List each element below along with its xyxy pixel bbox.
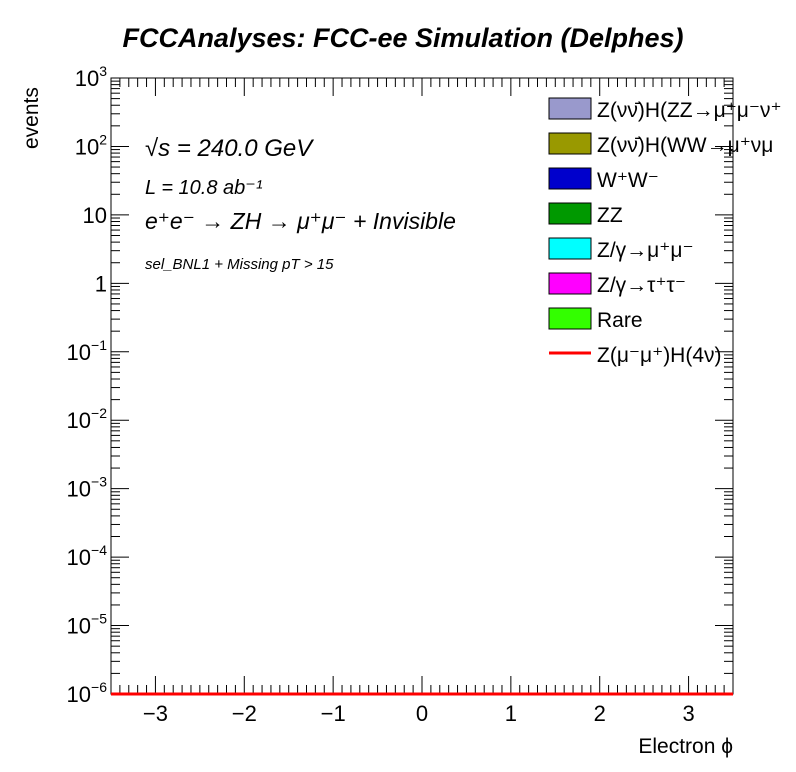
x-tick-label: −1 — [321, 701, 346, 726]
y-tick-label: 10−1 — [67, 337, 108, 365]
legend-label: Z/γ→τ⁺τ⁻ — [597, 274, 686, 297]
x-axis-ticks: −3 −2 −1 0 1 2 3 — [110, 78, 734, 726]
x-tick-label: −2 — [232, 701, 257, 726]
x-tick-label: 2 — [594, 701, 606, 726]
annotation-process: e⁺e⁻ → ZH → μ⁺μ⁻ + Invisible — [145, 208, 456, 234]
legend-label: ZZ — [597, 204, 623, 227]
legend-swatch — [548, 237, 592, 260]
legend-swatch — [548, 97, 592, 120]
y-tick-label: 10−2 — [67, 405, 108, 433]
legend-swatch — [548, 272, 592, 295]
legend: Z(νν̄)H(ZZ→μ⁺μ⁻ν⁺ Z(νν̄)H(WW→μ⁺νμ W⁺W⁻ ZZ Z/… — [548, 97, 782, 367]
legend-label: Z(νν̄)H(WW→μ⁺νμ — [597, 134, 773, 157]
legend-label: Z(νν̄)H(ZZ→μ⁺μ⁻ν⁺ — [597, 99, 782, 122]
legend-label: Rare — [597, 309, 643, 332]
legend-swatch — [548, 307, 592, 330]
annotation-sqrt-s: √s = 240.0 GeV — [145, 135, 314, 162]
x-axis-label: Electron ϕ — [638, 735, 733, 758]
legend-swatch — [548, 132, 592, 155]
y-tick-label: 10 — [83, 203, 107, 228]
y-tick-label: 10−4 — [67, 542, 108, 570]
legend-label: Z/γ→μ⁺μ⁻ — [597, 239, 694, 262]
y-tick-label: 10−5 — [67, 611, 108, 639]
x-tick-label: 3 — [682, 701, 694, 726]
chart-title: FCCAnalyses: FCC-ee Simulation (Delphes) — [122, 23, 683, 53]
legend-label: W⁺W⁻ — [597, 169, 659, 192]
y-tick-label: 1 — [95, 271, 107, 296]
y-axis-label: events — [20, 87, 43, 149]
legend-swatch — [548, 167, 592, 190]
annotation-lumi: L = 10.8 ab⁻¹ — [145, 177, 263, 199]
y-tick-label: 103 — [75, 63, 107, 91]
legend-swatch — [548, 202, 592, 225]
y-tick-label: 102 — [75, 131, 107, 159]
x-tick-label: −3 — [143, 701, 168, 726]
x-tick-label: 1 — [505, 701, 517, 726]
y-axis-ticks: 10−6 10−5 10−4 10−3 10−2 10−1 1 10 102 103 — [67, 63, 733, 707]
y-tick-label: 10−6 — [67, 679, 108, 707]
annotation-selection: sel_BNL1 + Missing pT > 15 — [145, 256, 334, 273]
legend-label: Z(μ⁻μ⁺)H(4ν) — [597, 344, 722, 367]
x-tick-label: 0 — [416, 701, 428, 726]
y-tick-label: 10−3 — [67, 474, 108, 502]
